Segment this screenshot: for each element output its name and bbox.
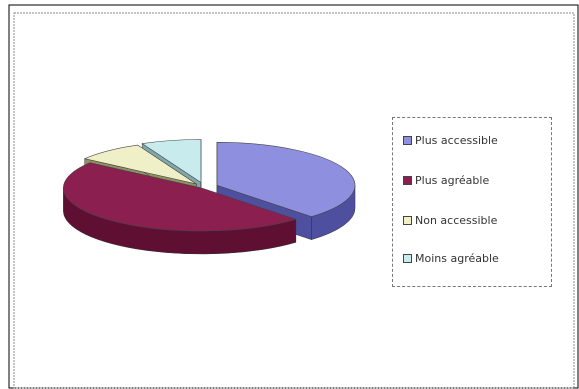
legend-label: Moins agréable [415, 251, 499, 265]
legend-swatch [403, 253, 412, 263]
legend-swatch [403, 175, 412, 185]
legend-swatch [403, 135, 412, 145]
pie-slice-1-top [63, 162, 297, 232]
pie-slice-3-top [141, 139, 202, 184]
chart-area-border [13, 12, 575, 389]
legend-item-moins-agreable: Moins agréable [403, 250, 499, 266]
legend: Plus accessible Plus agréable Non access… [392, 117, 552, 287]
legend-label: Non accessible [415, 213, 498, 227]
legend-label: Plus agréable [415, 173, 490, 187]
legend-item-plus-agreable: Plus agréable [403, 172, 489, 188]
legend-swatch [403, 215, 412, 225]
legend-item-plus-accessible: Plus accessible [403, 132, 498, 148]
legend-item-non-accessible: Non accessible [403, 212, 497, 228]
pie-slice-0-top [216, 141, 356, 217]
pie-slice-2-top [83, 144, 197, 185]
legend-label: Plus accessible [415, 133, 498, 147]
pie-chart [63, 139, 356, 255]
